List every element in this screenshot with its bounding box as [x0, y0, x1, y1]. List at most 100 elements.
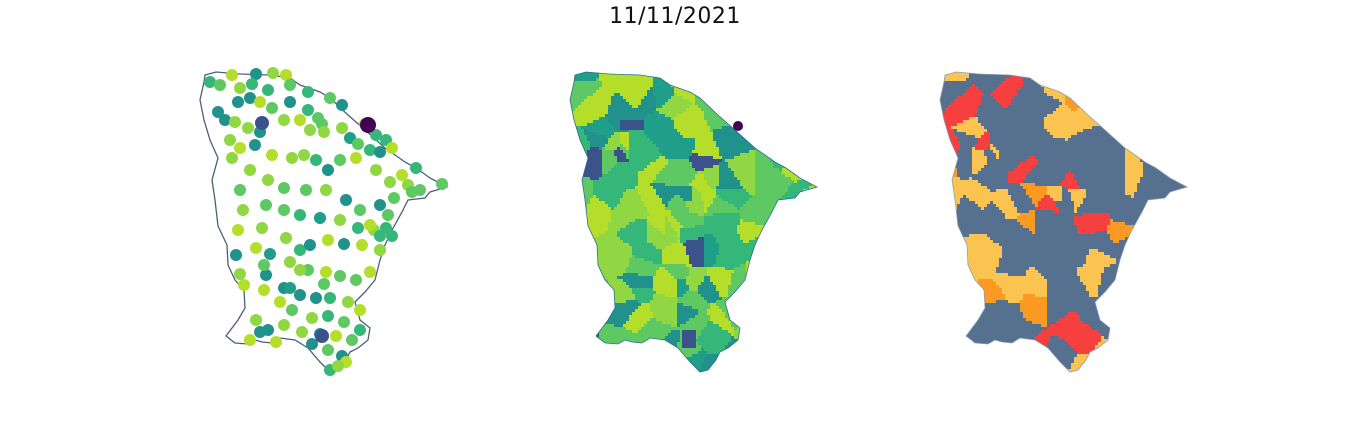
region-cell [713, 195, 717, 199]
region-cell [599, 60, 602, 63]
region-cell [680, 189, 684, 193]
station-point [280, 232, 292, 244]
region-cell [803, 183, 807, 187]
region-cell [737, 192, 741, 196]
viridis-choropleth-map [550, 40, 820, 400]
region-cell [770, 126, 774, 130]
region-cell [575, 162, 579, 166]
region-cell [641, 180, 645, 184]
region-cell [704, 171, 708, 175]
region-cell [662, 180, 666, 184]
region-cell [782, 213, 786, 217]
region-cell [578, 108, 582, 112]
region-cell [719, 189, 723, 193]
region-cell [575, 177, 579, 181]
region-cell [743, 66, 746, 69]
region-cell [614, 171, 618, 175]
region-cell [590, 66, 593, 69]
region-cell [623, 132, 627, 136]
region-cell [722, 96, 726, 100]
region-cell [665, 177, 669, 181]
station-point [232, 96, 244, 108]
region-cell [570, 165, 573, 169]
region-cell [653, 141, 657, 145]
region-cell [629, 165, 633, 169]
region-cell [677, 147, 681, 151]
station-point [384, 176, 396, 188]
region-cell [599, 189, 603, 193]
region-cell [788, 93, 792, 97]
region-cell [614, 132, 618, 136]
region-cell [707, 129, 711, 133]
region-cell [701, 186, 705, 190]
region-cell [749, 96, 753, 100]
region-cell [770, 99, 774, 103]
region-cell [572, 108, 576, 112]
region-cell [794, 75, 798, 79]
region-cell [560, 111, 563, 114]
region-cell [683, 195, 687, 199]
region-cell [788, 207, 792, 211]
region-cell [581, 141, 585, 145]
region-cell [566, 186, 569, 189]
region-cell [797, 153, 801, 157]
region-cell [719, 201, 723, 205]
region-cell [806, 72, 810, 76]
region-cell [617, 84, 621, 88]
region-cell [602, 75, 606, 79]
region-cell [662, 132, 666, 136]
region-cell [743, 222, 747, 226]
region-cell [611, 204, 615, 208]
region-cell [737, 222, 741, 226]
region-cell [570, 81, 573, 85]
region-cell [653, 123, 657, 127]
region-cell [590, 162, 594, 166]
region-cell [662, 120, 666, 124]
region-cell [785, 87, 789, 91]
region-cell [791, 102, 795, 106]
region-cell [602, 222, 606, 226]
station-point [374, 230, 386, 242]
region-cell [659, 96, 663, 100]
region-cell [767, 207, 771, 211]
region-cell [584, 189, 588, 193]
region-cell [587, 174, 591, 178]
region-cell [662, 204, 666, 208]
region-cell [635, 168, 639, 172]
region-cell [734, 111, 738, 115]
region-cell [785, 207, 789, 211]
region-cell [638, 135, 642, 139]
region-cell [695, 138, 699, 142]
region-cell [788, 78, 792, 82]
region-cell [572, 222, 576, 226]
region-cell [566, 192, 569, 195]
region-cell [752, 72, 756, 76]
region-cell [683, 150, 687, 154]
region-cell [719, 180, 723, 184]
region-cell [770, 207, 774, 211]
region-cell [725, 60, 728, 63]
region-cell [680, 216, 684, 220]
region-cell [647, 63, 650, 66]
region-cell [743, 60, 746, 63]
region-cell [803, 93, 807, 97]
region-cell [596, 99, 600, 103]
region-cell [563, 126, 566, 129]
region-cell [707, 141, 711, 145]
region-cell [677, 129, 681, 133]
region-cell [818, 195, 820, 198]
region-cell [593, 90, 597, 94]
region-cell [698, 81, 702, 85]
region-cell [728, 174, 732, 178]
region-cell [728, 201, 732, 205]
region-cell [662, 93, 666, 97]
region-cell [782, 177, 786, 181]
region-cell [578, 165, 582, 169]
region-cell [614, 219, 618, 223]
region-cell [728, 204, 732, 208]
region-cell [740, 198, 744, 202]
region-cell [608, 150, 612, 154]
region-cell [695, 111, 699, 115]
region-cell [761, 168, 765, 172]
region-cell [659, 66, 662, 69]
